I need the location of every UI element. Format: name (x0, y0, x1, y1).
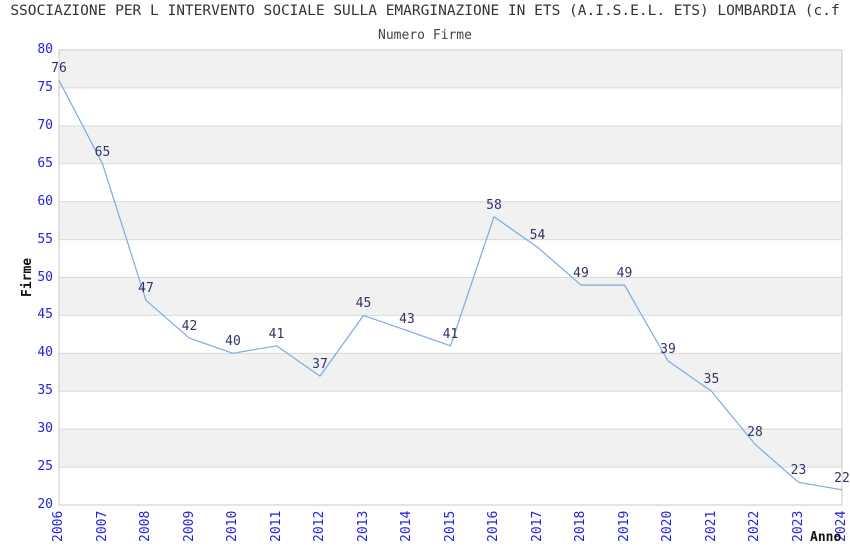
x-tick-label: 2020 (660, 511, 675, 543)
data-point-label: 37 (312, 357, 328, 373)
y-tick-label: 25 (37, 459, 53, 475)
y-tick-label: 45 (37, 307, 53, 323)
plot-band (59, 429, 842, 468)
y-axis-title: Firme (20, 257, 35, 297)
data-point-label: 45 (355, 296, 372, 312)
plot-band (59, 50, 842, 88)
plot-band (59, 353, 842, 392)
x-tick-label: 2022 (747, 511, 762, 543)
plot-band (59, 277, 842, 316)
data-line (58, 80, 843, 491)
chart-subtitle: Numero Firme (378, 28, 472, 43)
y-tick-label: 65 (37, 155, 53, 171)
x-tick-label: 2016 (486, 511, 501, 543)
data-point-label: 42 (181, 319, 198, 335)
x-tick-label: 2006 (51, 511, 66, 543)
x-tick-label: 2021 (703, 511, 719, 543)
plot-border (58, 49, 843, 506)
data-point-label: 28 (747, 425, 763, 441)
y-tick-label: 50 (37, 269, 53, 285)
data-point-label: 40 (225, 334, 241, 350)
data-point-label: 39 (660, 341, 676, 357)
data-point-label: 54 (529, 228, 546, 244)
x-tick-label: 2012 (312, 511, 327, 543)
x-axis-title: Anno (810, 530, 842, 545)
x-tick-label: 2023 (790, 511, 806, 543)
data-point-label: 49 (573, 266, 589, 282)
x-tick-label: 2011 (268, 511, 284, 543)
x-tick-label: 2018 (573, 511, 588, 543)
y-tick-label: 40 (37, 345, 53, 361)
data-point-label: 76 (51, 61, 67, 77)
data-point-label: 23 (790, 463, 807, 479)
y-tick-label: 60 (37, 193, 53, 209)
x-tick-label: 2013 (355, 511, 371, 543)
y-tick-label: 75 (37, 79, 53, 95)
plot-band (59, 201, 842, 240)
data-point-label: 43 (399, 311, 415, 327)
x-tick-label: 2008 (138, 511, 153, 543)
data-point-label: 47 (138, 281, 154, 297)
y-tick-label: 70 (37, 117, 53, 133)
y-tick-label: 55 (37, 231, 53, 247)
data-point-label: 41 (268, 326, 285, 342)
x-tick-label: 2015 (442, 511, 458, 543)
y-tick-label: 80 (37, 42, 53, 57)
x-tick-label: 2007 (94, 511, 110, 543)
y-tick-label: 30 (37, 421, 53, 437)
y-tick-label: 35 (37, 383, 53, 399)
data-point-label: 35 (703, 372, 720, 388)
data-point-label: 22 (834, 470, 850, 486)
data-point-label: 41 (442, 326, 459, 342)
data-point-label: 65 (94, 144, 111, 160)
x-tick-label: 2017 (529, 511, 545, 543)
x-tick-label: 2010 (225, 511, 240, 543)
data-point-label: 49 (616, 266, 633, 282)
x-tick-label: 2014 (399, 511, 414, 543)
x-tick-label: 2009 (181, 511, 197, 543)
y-tick-label: 20 (37, 497, 53, 512)
data-point-label: 58 (486, 197, 502, 213)
plot-band (59, 125, 842, 164)
x-tick-label: 2019 (616, 511, 632, 543)
chart-title: SSOCIAZIONE PER L INTERVENTO SOCIALE SUL… (10, 3, 840, 19)
